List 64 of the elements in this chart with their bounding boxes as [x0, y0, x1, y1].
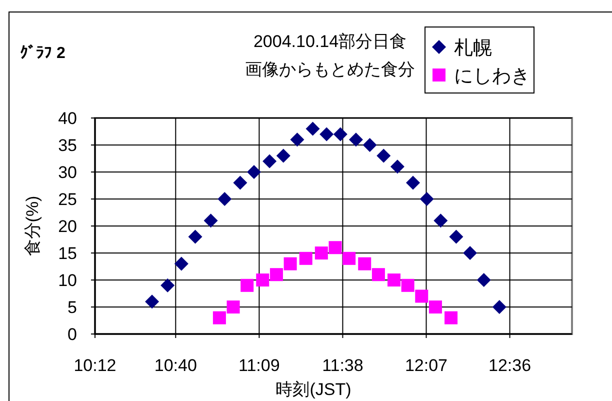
point: [218, 192, 232, 206]
point: [434, 214, 448, 228]
point: [420, 192, 434, 206]
legend-label: 札幌: [454, 38, 492, 59]
point: [406, 176, 420, 190]
point: [463, 246, 478, 260]
point: [290, 132, 304, 147]
point: [348, 132, 363, 147]
point: [387, 274, 400, 286]
point: [390, 160, 404, 174]
point: [333, 127, 348, 142]
point: [160, 278, 175, 292]
point: [270, 268, 283, 282]
point: [401, 278, 414, 292]
text: ｸﾞﾗﾌ 2: [20, 44, 66, 62]
y-tick-label: 30: [58, 163, 77, 182]
point: [233, 176, 248, 190]
point: [284, 257, 297, 270]
y-tick-label: 20: [58, 217, 77, 236]
point: [342, 252, 356, 265]
point: [226, 300, 240, 314]
y-axis-title: 食分(%): [23, 196, 42, 256]
chart-title: 2004.10.14部分日食: [253, 32, 407, 51]
point: [320, 127, 334, 142]
point: [299, 252, 312, 265]
y-tick-label: 40: [58, 109, 77, 128]
x-tick-label: 10:12: [74, 356, 116, 375]
point: [262, 154, 277, 168]
point: [492, 300, 506, 314]
point: [362, 138, 377, 152]
point: [256, 274, 270, 286]
legend-label: にしわき: [454, 66, 530, 87]
point: [372, 268, 385, 282]
chart-subtitle: 画像からもとめた食分: [245, 60, 415, 79]
point: [174, 256, 188, 271]
x-tick-label: 12:07: [404, 356, 448, 375]
y-tick-label: 15: [58, 244, 77, 263]
point: [328, 241, 342, 254]
point: [306, 122, 320, 136]
point: [314, 246, 328, 260]
point: [188, 230, 202, 244]
x-tick-label: 11:09: [238, 356, 280, 375]
point: [212, 311, 226, 324]
point: [444, 311, 458, 324]
y-tick-label: 25: [58, 190, 77, 209]
x-tick-label: 10:40: [154, 356, 197, 375]
point: [449, 230, 464, 244]
x-axis-title: 時刻(JST): [276, 380, 352, 399]
point: [276, 148, 290, 163]
y-tick-label: 10: [58, 271, 77, 290]
y-tick-label: 35: [58, 136, 77, 155]
point: [358, 257, 372, 270]
point: [204, 214, 218, 228]
y-tick-label: 0: [68, 325, 77, 344]
point: [476, 273, 491, 287]
point: [145, 294, 160, 309]
point: [247, 165, 261, 179]
point: [415, 290, 428, 303]
point: [376, 148, 391, 163]
x-tick-label: 11:38: [322, 356, 364, 375]
point: [240, 278, 254, 292]
y-tick-label: 5: [68, 298, 77, 317]
x-tick-label: 12:36: [488, 356, 532, 375]
point: [428, 300, 442, 314]
